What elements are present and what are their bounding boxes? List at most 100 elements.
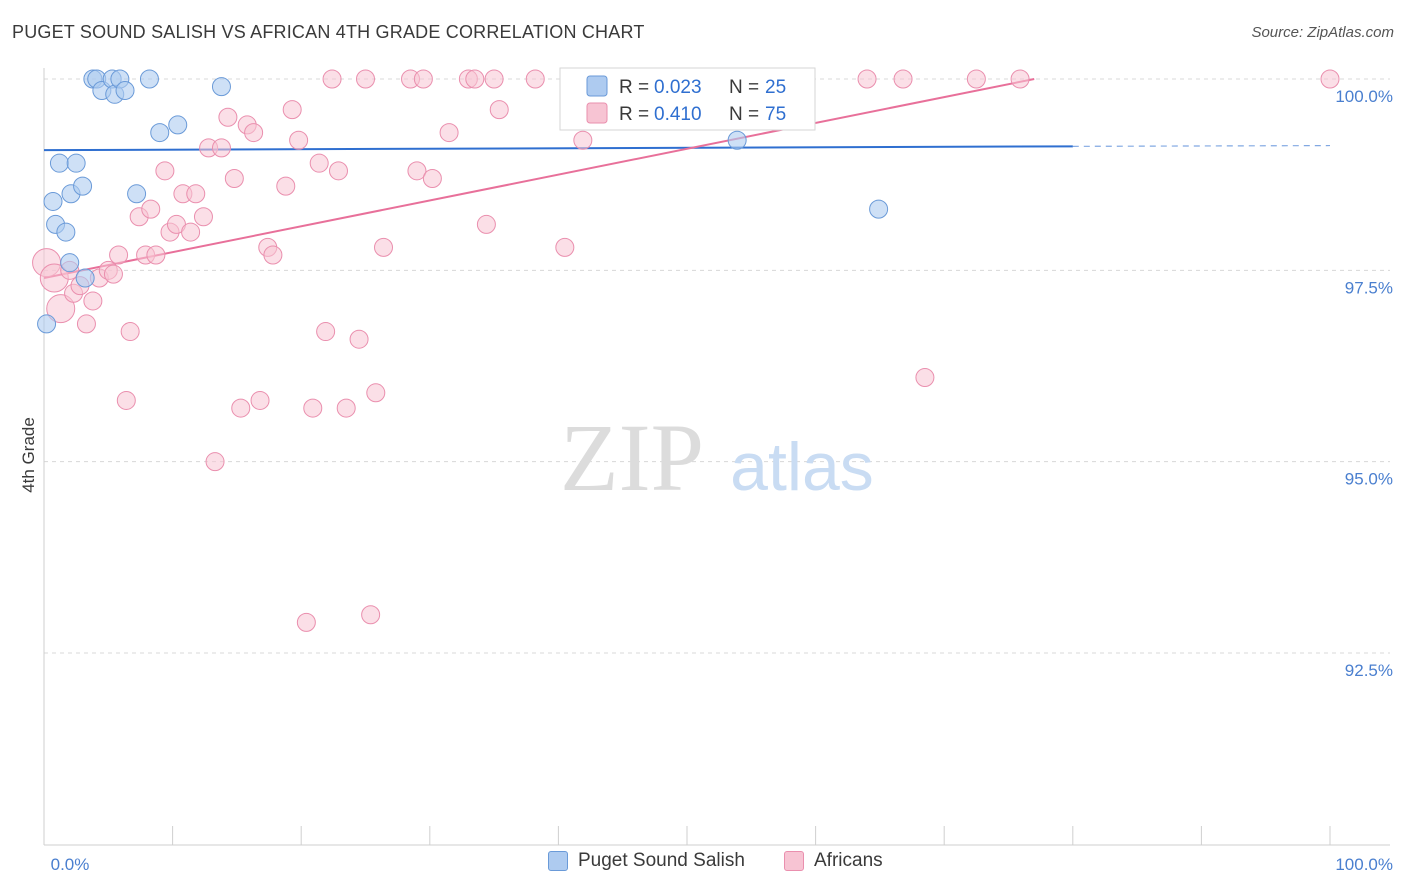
legend-n-label-1: N = xyxy=(729,104,759,125)
africans-point xyxy=(573,130,593,150)
africans-point xyxy=(476,214,496,234)
africans-point xyxy=(76,314,96,334)
africans-point xyxy=(116,390,136,410)
puget-sound-salish-point xyxy=(115,80,135,100)
africans-point xyxy=(109,245,129,265)
africans-point xyxy=(282,100,302,120)
puget-sound-salish-point xyxy=(168,115,188,135)
africans-point xyxy=(407,161,427,181)
puget-sound-salish-point xyxy=(869,199,889,219)
watermark-zip: ZIP xyxy=(560,404,704,511)
y-axis-label: 4th Grade xyxy=(19,417,38,493)
x-tick-label-0: 0.0% xyxy=(51,855,90,874)
puget-sound-salish-point xyxy=(60,253,80,273)
africans-point xyxy=(489,100,509,120)
africans-point xyxy=(966,69,986,89)
africans-point xyxy=(250,390,270,410)
puget-sound-salish-point xyxy=(150,123,170,143)
bottom-legend-label-0: Puget Sound Salish xyxy=(578,850,745,871)
africans-point xyxy=(224,168,244,188)
africans-point xyxy=(465,69,485,89)
legend-r-value-0: 0.023 xyxy=(654,77,702,98)
series-puget-sound-salish-points xyxy=(37,69,889,334)
legend-swatch-1 xyxy=(586,102,608,124)
legend-swatch-0 xyxy=(586,75,608,97)
legend: R = 0.023 N = 25 R = 0.410 N = 75 xyxy=(559,67,816,131)
puget-sound-salish-point xyxy=(73,176,93,196)
africans-point xyxy=(231,398,251,418)
bottom-legend: Puget Sound Salish Africans xyxy=(0,850,1406,880)
bottom-legend-item-puget-sound-salish: Puget Sound Salish xyxy=(548,850,745,872)
africans-point xyxy=(915,367,935,387)
africans-point xyxy=(83,291,103,311)
bottom-legend-item-africans: Africans xyxy=(784,850,883,872)
legend-n-value-1: 75 xyxy=(765,104,786,125)
source-label: Source: ZipAtlas.com xyxy=(1251,24,1394,41)
puget-sound-salish-point xyxy=(139,69,159,89)
puget-sound-salish-point xyxy=(75,268,95,288)
legend-swatch-pink xyxy=(784,851,804,871)
legend-n-value-0: 25 xyxy=(765,77,786,98)
africans-point xyxy=(322,69,342,89)
africans-point xyxy=(186,184,206,204)
africans-point xyxy=(244,123,264,143)
africans-point xyxy=(218,107,238,127)
series-africans-points xyxy=(32,69,1340,632)
puget-sound-salish-point xyxy=(56,222,76,242)
africans-point xyxy=(484,69,504,89)
y-tick-label-2: 97.5% xyxy=(1345,278,1393,297)
legend-r-label-0: R = xyxy=(619,77,649,98)
bottom-legend-label-1: Africans xyxy=(814,850,883,871)
africans-point xyxy=(555,237,575,257)
africans-point xyxy=(525,69,545,89)
y-tick-label-3: 100.0% xyxy=(1335,87,1393,106)
africans-point xyxy=(303,398,323,418)
africans-point xyxy=(296,612,316,632)
africans-point xyxy=(316,322,336,342)
africans-point xyxy=(289,130,309,150)
africans-point xyxy=(422,168,442,188)
africans-point xyxy=(857,69,877,89)
africans-point xyxy=(413,69,433,89)
puget-sound-salish-point xyxy=(37,314,57,334)
puget-sound-salish-point xyxy=(127,184,147,204)
africans-point xyxy=(141,199,161,219)
puget-sound-salish-point xyxy=(49,153,69,173)
x-tick-label-1: 100.0% xyxy=(1335,855,1393,874)
africans-point xyxy=(263,245,283,265)
africans-point xyxy=(1010,69,1030,89)
africans-point xyxy=(361,605,381,625)
puget-sound-salish-point xyxy=(727,130,747,150)
africans-point xyxy=(349,329,369,349)
africans-point xyxy=(366,383,386,403)
africans-point xyxy=(336,398,356,418)
puget-sound-salish-point xyxy=(43,191,63,211)
africans-point xyxy=(276,176,296,196)
trend-line-puget-sound-salish xyxy=(43,145,1073,152)
y-axis-label-group: 4th Grade xyxy=(19,417,38,493)
trend-line-africans xyxy=(43,78,1035,279)
y-tick-label-1: 95.0% xyxy=(1345,470,1393,489)
africans-point xyxy=(46,294,76,324)
africans-point xyxy=(205,452,225,472)
puget-sound-salish-point xyxy=(66,153,86,173)
puget-sound-salish-point xyxy=(211,77,231,97)
trend-line-puget-sound-salish-extension xyxy=(1072,144,1331,147)
africans-point xyxy=(439,123,459,143)
africans-point xyxy=(893,69,913,89)
legend-swatch-blue xyxy=(548,851,568,871)
africans-point xyxy=(155,161,175,181)
africans-point xyxy=(120,322,140,342)
africans-point xyxy=(211,138,231,158)
africans-point xyxy=(328,161,348,181)
africans-point xyxy=(1320,69,1340,89)
gridlines: 92.5% 95.0% 97.5% 100.0% xyxy=(44,78,1393,680)
africans-point xyxy=(374,237,394,257)
chart-title: PUGET SOUND SALISH VS AFRICAN 4TH GRADE … xyxy=(12,22,645,42)
watermark-atlas: atlas xyxy=(730,429,874,505)
africans-point xyxy=(181,222,201,242)
legend-r-value-1: 0.410 xyxy=(654,104,702,125)
africans-point xyxy=(146,245,166,265)
y-tick-label-0: 92.5% xyxy=(1345,661,1393,680)
